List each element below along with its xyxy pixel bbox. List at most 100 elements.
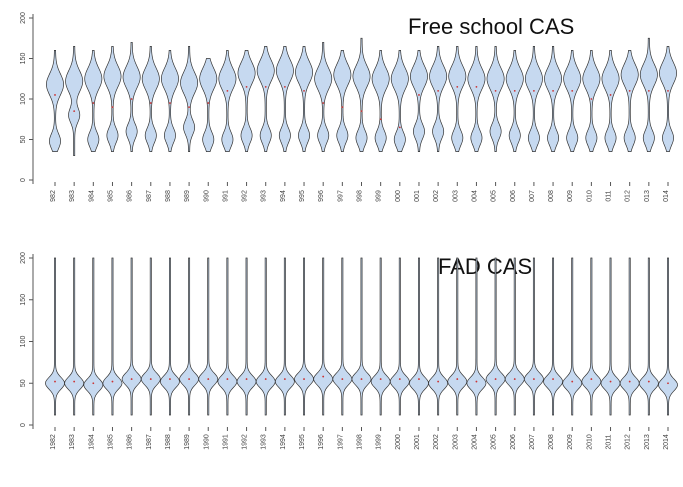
x-tick-label: 2000 <box>395 434 402 450</box>
annotation: FAD CAS <box>438 254 532 279</box>
median <box>571 90 574 92</box>
violin <box>389 257 410 416</box>
violin <box>447 257 468 416</box>
median <box>475 380 478 383</box>
median <box>418 378 420 380</box>
y-tick-label: 50 <box>20 136 27 144</box>
median <box>322 102 325 104</box>
x-tick-label: 991 <box>222 190 229 202</box>
y-tick-label: 100 <box>20 93 27 105</box>
violin <box>523 257 544 416</box>
y-tick-label: 100 <box>20 336 27 348</box>
violin <box>620 50 639 152</box>
x-tick-label: 982 <box>50 190 57 202</box>
y-tick-label: 150 <box>20 294 27 306</box>
violin <box>581 257 602 416</box>
violin <box>275 46 294 152</box>
median <box>628 90 631 92</box>
median <box>552 378 554 380</box>
x-tick-label: 012 <box>625 190 632 202</box>
x-tick-label: 994 <box>280 190 287 202</box>
x-tick-label: 2008 <box>548 434 555 450</box>
x-tick-label: 006 <box>510 190 517 202</box>
median <box>207 378 210 380</box>
median <box>169 378 171 380</box>
y-tick-label: 0 <box>20 178 27 182</box>
x-tick-label: 988 <box>165 190 172 202</box>
median <box>283 378 286 380</box>
x-tick-label: 000 <box>395 190 402 202</box>
violin <box>160 50 179 152</box>
median <box>92 382 95 385</box>
x-tick-label: 2010 <box>586 434 593 450</box>
median <box>188 378 190 380</box>
x-tick-label: 2004 <box>471 434 478 450</box>
median <box>207 102 210 104</box>
violin <box>313 257 334 416</box>
median <box>245 378 248 380</box>
median <box>54 380 56 383</box>
violin <box>600 257 621 416</box>
y-tick-label: 200 <box>20 12 27 24</box>
x-tick-label: 1984 <box>88 434 95 450</box>
violin <box>179 257 200 416</box>
violin <box>659 46 677 152</box>
x-tick-label: 008 <box>548 190 555 202</box>
violin <box>256 46 275 152</box>
median <box>264 85 267 88</box>
median <box>379 378 382 380</box>
violin <box>65 46 84 157</box>
y-tick-label: 50 <box>20 379 27 387</box>
violin <box>199 58 218 152</box>
x-tick-label: 1997 <box>337 434 344 450</box>
x-tick-label: 1986 <box>127 434 134 450</box>
median <box>571 380 574 383</box>
violin <box>658 257 678 416</box>
x-tick-label: 2009 <box>567 434 574 450</box>
median <box>398 378 401 380</box>
x-tick-label: 1988 <box>165 434 172 450</box>
x-tick-label: 997 <box>337 190 344 202</box>
median <box>667 90 669 92</box>
x-tick-label: 1998 <box>357 434 364 450</box>
violin <box>467 46 486 152</box>
median <box>92 102 95 104</box>
x-tick-label: 003 <box>452 190 459 202</box>
violin <box>371 50 390 152</box>
x-tick-label: 009 <box>567 190 574 202</box>
x-tick-label: 1994 <box>280 434 287 450</box>
violin <box>619 257 640 416</box>
median <box>360 110 363 113</box>
violin <box>601 50 620 152</box>
x-tick-label: 987 <box>146 190 153 202</box>
x-tick-label: 2012 <box>625 434 632 450</box>
violin <box>332 257 353 416</box>
violin <box>390 50 409 152</box>
x-tick-label: 2014 <box>663 434 670 450</box>
x-tick-label: 989 <box>184 190 191 202</box>
median <box>590 98 593 100</box>
violin <box>121 257 142 416</box>
median <box>264 378 267 380</box>
median <box>533 90 535 92</box>
violin <box>255 257 276 416</box>
x-tick-label: 1999 <box>376 434 383 450</box>
x-tick-label: 2007 <box>529 434 536 450</box>
median <box>73 110 76 113</box>
x-tick-label: 014 <box>663 190 670 202</box>
violin <box>159 257 180 416</box>
y-tick-label: 0 <box>20 423 27 427</box>
median <box>303 90 305 92</box>
x-tick-label: 986 <box>127 190 134 202</box>
x-tick-label: 2002 <box>433 434 440 450</box>
violin <box>236 257 257 416</box>
median <box>418 94 420 96</box>
y-tick-label: 150 <box>20 53 27 65</box>
x-tick-label: 999 <box>376 190 383 202</box>
median <box>628 380 631 383</box>
x-tick-label: 998 <box>357 190 364 202</box>
x-tick-label: 013 <box>644 190 651 202</box>
x-tick-label: 1982 <box>50 434 57 450</box>
x-tick-label: 1993 <box>261 434 268 450</box>
